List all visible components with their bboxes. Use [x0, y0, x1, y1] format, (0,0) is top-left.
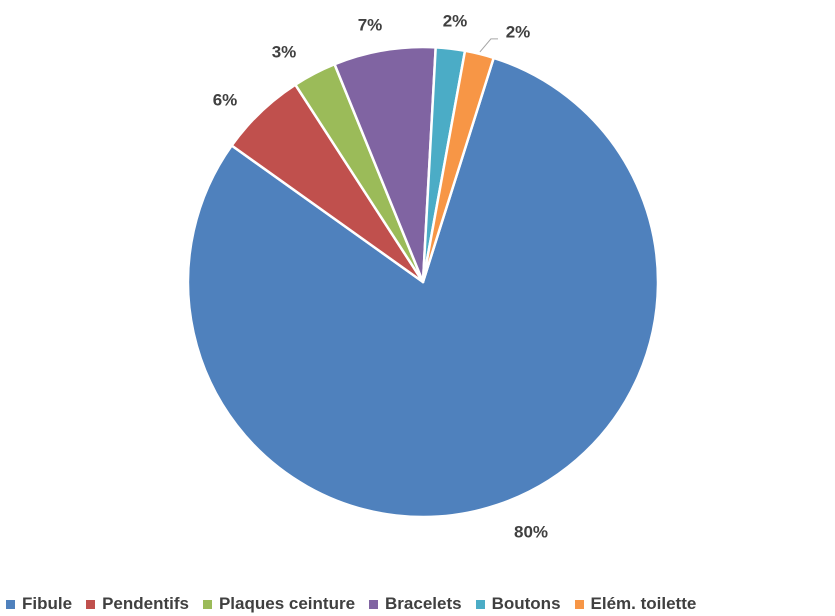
pie-slice-el-m-toilette — [421, 49, 495, 284]
legend-swatch — [475, 599, 485, 609]
data-label-fibule: 80% — [514, 522, 548, 541]
data-label-el-m-toilette: 2% — [506, 22, 531, 41]
data-label-plaques-ceinture: 3% — [272, 42, 297, 61]
legend-swatch — [574, 599, 584, 609]
data-label-boutons: 2% — [443, 11, 468, 30]
legend-label: Bracelets — [385, 594, 462, 613]
legend-item: Boutons — [475, 594, 561, 614]
legend-label: Plaques ceinture — [218, 594, 356, 613]
legend-item: Elém. toilette — [574, 594, 697, 614]
legend: Fibule Pendentifs Plaques ceinture Bracelet… — [6, 592, 835, 616]
legend-item: Plaques ceinture — [202, 594, 356, 614]
legend-swatch — [6, 599, 15, 609]
pie-slice-fibule — [186, 56, 660, 519]
leader-lines — [479, 38, 498, 53]
pie-slices — [186, 45, 660, 519]
legend-label: Pendentifs — [102, 594, 189, 613]
legend-item: Fibule — [6, 594, 72, 614]
leader-line — [479, 38, 498, 53]
legend-label: Fibule — [22, 594, 73, 613]
data-label-bracelets: 7% — [358, 15, 383, 34]
legend-label: Elém. toilette — [590, 594, 697, 613]
legend-item: Bracelets — [369, 594, 462, 614]
legend-swatch — [369, 599, 379, 609]
data-label-pendentifs: 6% — [213, 90, 238, 109]
data-labels: 80% 6% 3% 7% 2% 2% — [213, 11, 548, 541]
legend-swatch — [202, 599, 212, 609]
legend-swatch — [86, 599, 96, 609]
pie-slice-bracelets — [333, 45, 437, 284]
legend-label: Boutons — [491, 594, 561, 613]
legend-item: Pendentifs — [86, 594, 189, 614]
